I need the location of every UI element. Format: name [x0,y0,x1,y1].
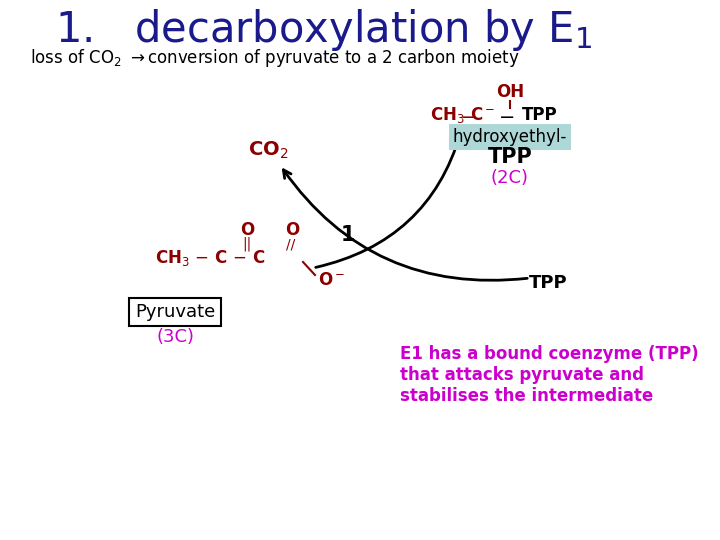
Text: $-$: $-$ [460,105,476,125]
Text: hydroxyethyl-: hydroxyethyl- [453,128,567,146]
FancyArrowPatch shape [284,170,527,280]
Text: Pyruvate: Pyruvate [135,303,215,321]
FancyArrowPatch shape [315,133,462,267]
Text: TPP: TPP [522,106,557,124]
Text: OH: OH [496,83,524,101]
Text: (3C): (3C) [156,328,194,346]
Text: (2C): (2C) [491,169,529,187]
Text: loss of CO$_2$ $\rightarrow$conversion of pyruvate to a 2 carbon moiety: loss of CO$_2$ $\rightarrow$conversion o… [30,47,520,69]
Text: 1.   decarboxylation by E$_1$: 1. decarboxylation by E$_1$ [55,7,592,53]
Text: CH$_3$: CH$_3$ [430,105,465,125]
Text: O: O [240,221,254,239]
Text: O$^-$: O$^-$ [318,271,345,289]
Text: ||: || [243,237,251,251]
Text: CO$_2$: CO$_2$ [248,139,288,160]
Text: //: // [287,237,296,251]
Text: $-$: $-$ [498,105,514,125]
Text: O: O [285,221,299,239]
Text: CH$_3$ $-$ C $-$ C: CH$_3$ $-$ C $-$ C [155,248,266,268]
Text: TPP: TPP [487,147,532,167]
Text: 1: 1 [341,225,355,245]
Text: TPP: TPP [528,274,567,292]
Text: C$^-$: C$^-$ [470,106,495,124]
Text: E1 has a bound coenzyme (TPP)
that attacks pyruvate and
stabilises the intermedi: E1 has a bound coenzyme (TPP) that attac… [400,345,698,404]
